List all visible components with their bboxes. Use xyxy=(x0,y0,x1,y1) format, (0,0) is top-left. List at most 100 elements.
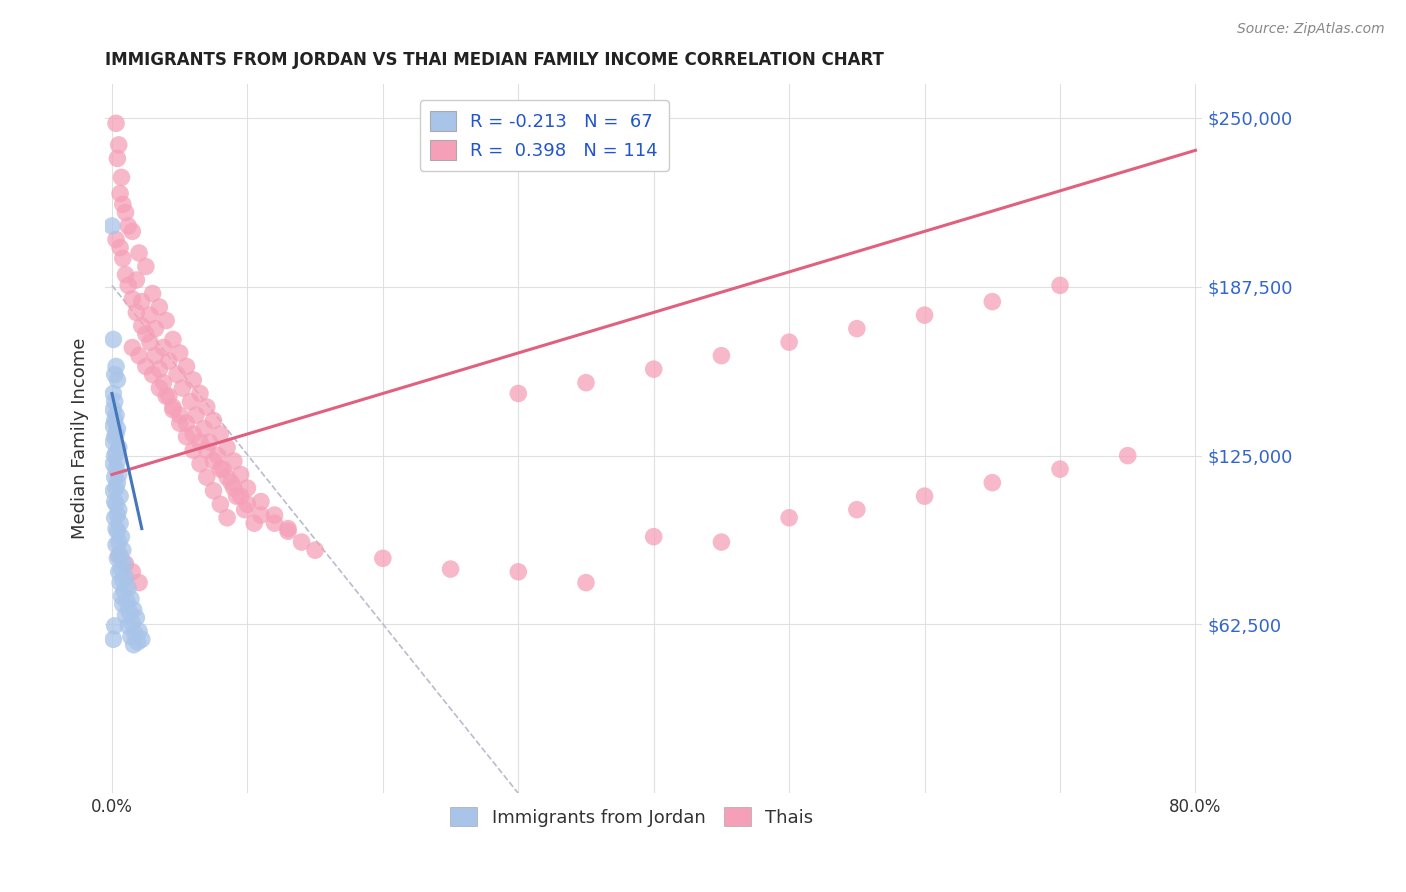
Point xyxy=(128,575,150,590)
Point xyxy=(169,408,191,422)
Point xyxy=(110,170,132,185)
Point xyxy=(107,551,129,566)
Point xyxy=(162,400,184,414)
Point xyxy=(219,475,242,490)
Point xyxy=(104,510,127,524)
Point xyxy=(103,333,125,347)
Point xyxy=(152,341,174,355)
Point xyxy=(575,575,598,590)
Point xyxy=(104,430,127,444)
Point xyxy=(108,516,131,531)
Point xyxy=(193,421,215,435)
Point xyxy=(114,570,136,584)
Point xyxy=(105,116,128,130)
Point xyxy=(135,326,157,341)
Point xyxy=(243,516,266,531)
Point xyxy=(162,402,184,417)
Point xyxy=(304,543,326,558)
Point xyxy=(120,591,142,606)
Point xyxy=(135,260,157,274)
Point xyxy=(710,535,733,549)
Point xyxy=(110,530,132,544)
Point xyxy=(139,308,162,322)
Point xyxy=(131,318,153,333)
Point xyxy=(118,605,141,619)
Point xyxy=(176,416,198,430)
Point xyxy=(143,321,166,335)
Point xyxy=(1049,278,1071,293)
Point xyxy=(176,430,198,444)
Point xyxy=(103,435,125,450)
Point xyxy=(195,400,218,414)
Point xyxy=(188,386,211,401)
Point xyxy=(125,305,148,319)
Point xyxy=(217,441,239,455)
Point xyxy=(105,538,128,552)
Point xyxy=(180,394,202,409)
Point xyxy=(104,394,127,409)
Point xyxy=(236,481,259,495)
Point xyxy=(105,462,128,476)
Point xyxy=(439,562,461,576)
Point xyxy=(108,489,131,503)
Point xyxy=(114,607,136,622)
Point xyxy=(139,335,162,350)
Point xyxy=(217,510,239,524)
Point xyxy=(157,354,180,368)
Point xyxy=(107,565,129,579)
Point xyxy=(845,321,868,335)
Point xyxy=(202,483,225,498)
Point xyxy=(845,502,868,516)
Point xyxy=(198,435,221,450)
Point xyxy=(162,333,184,347)
Point xyxy=(202,413,225,427)
Point xyxy=(117,581,139,595)
Point xyxy=(107,467,129,482)
Point xyxy=(107,373,129,387)
Point xyxy=(112,583,135,598)
Point xyxy=(207,449,229,463)
Point xyxy=(105,408,128,422)
Point xyxy=(169,416,191,430)
Point xyxy=(508,386,530,401)
Point xyxy=(115,594,138,608)
Point xyxy=(710,349,733,363)
Point xyxy=(914,489,936,503)
Point xyxy=(217,470,239,484)
Point xyxy=(125,273,148,287)
Point xyxy=(104,368,127,382)
Point xyxy=(128,246,150,260)
Point xyxy=(107,502,129,516)
Y-axis label: Median Family Income: Median Family Income xyxy=(72,338,89,540)
Point xyxy=(121,341,143,355)
Point xyxy=(222,454,245,468)
Point xyxy=(128,349,150,363)
Point xyxy=(111,597,134,611)
Point xyxy=(169,346,191,360)
Point xyxy=(188,435,211,450)
Point xyxy=(117,619,139,633)
Point xyxy=(111,197,134,211)
Point xyxy=(110,562,132,576)
Point xyxy=(122,638,145,652)
Point xyxy=(108,186,131,201)
Point xyxy=(103,483,125,498)
Point xyxy=(103,457,125,471)
Point xyxy=(107,152,129,166)
Point xyxy=(117,278,139,293)
Point xyxy=(107,137,129,152)
Point xyxy=(222,481,245,495)
Point xyxy=(114,557,136,571)
Point xyxy=(121,565,143,579)
Point xyxy=(778,335,800,350)
Point xyxy=(131,294,153,309)
Point xyxy=(107,535,129,549)
Point xyxy=(103,402,125,417)
Point xyxy=(111,252,134,266)
Point xyxy=(105,522,128,536)
Point xyxy=(181,373,204,387)
Point xyxy=(225,489,247,503)
Point xyxy=(148,362,170,376)
Point xyxy=(166,368,188,382)
Point xyxy=(981,294,1004,309)
